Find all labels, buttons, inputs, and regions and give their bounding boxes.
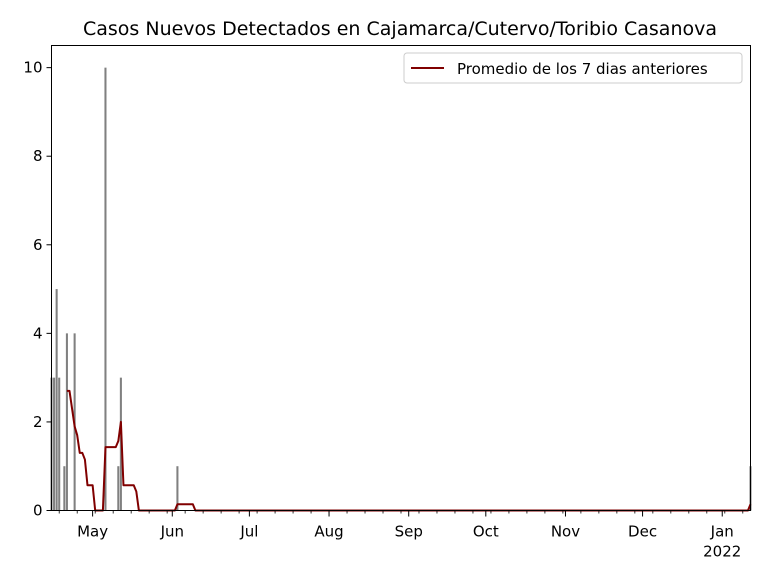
- chart-title: Casos Nuevos Detectados en Cajamarca/Cut…: [83, 18, 717, 40]
- y-tick-label-3: 6: [33, 236, 43, 254]
- y-tick-label-4: 8: [33, 147, 43, 165]
- x-tick-label-3: Aug: [314, 523, 343, 541]
- bar-1: [53, 377, 56, 511]
- x-tick-label-2: Jul: [239, 523, 258, 541]
- x-tick-label-7: Dec: [628, 523, 657, 541]
- y-tick-label-1: 2: [33, 413, 43, 431]
- bar-4: [63, 466, 66, 511]
- x-axis: May Jun Jul Aug Sep Oct Nov Dec Jan 2022: [58, 510, 744, 561]
- line-layer: [66, 389, 752, 512]
- bar-10: [176, 466, 179, 511]
- bar-2: [55, 289, 58, 511]
- x-tick-label-6: Nov: [551, 523, 580, 541]
- bars-layer: [50, 67, 752, 511]
- y-tick-label-5: 10: [23, 59, 42, 77]
- y-axis: 0 2 4 6 8 10: [23, 59, 52, 520]
- x-tick-label-5: Oct: [473, 523, 499, 541]
- x-year-label: 2022: [703, 543, 741, 561]
- legend-label: Promedio de los 7 dias anteriores: [457, 60, 708, 78]
- legend-box: [403, 52, 743, 84]
- y-tick-label-2: 4: [33, 324, 43, 342]
- legend: Promedio de los 7 dias anteriores: [403, 52, 743, 84]
- x-tick-label-8: Jan: [710, 523, 734, 541]
- plot-frame: [51, 45, 751, 511]
- bar-5: [65, 333, 68, 511]
- bar-8: [117, 466, 120, 511]
- series-line-0: [66, 389, 752, 512]
- x-tick-label-4: Sep: [395, 523, 423, 541]
- bar-3: [58, 377, 61, 511]
- y-tick-label-0: 0: [33, 502, 43, 520]
- bar-7: [104, 67, 107, 511]
- x-tick-label-0: May: [77, 523, 108, 541]
- x-tick-label-1: Jun: [160, 523, 184, 541]
